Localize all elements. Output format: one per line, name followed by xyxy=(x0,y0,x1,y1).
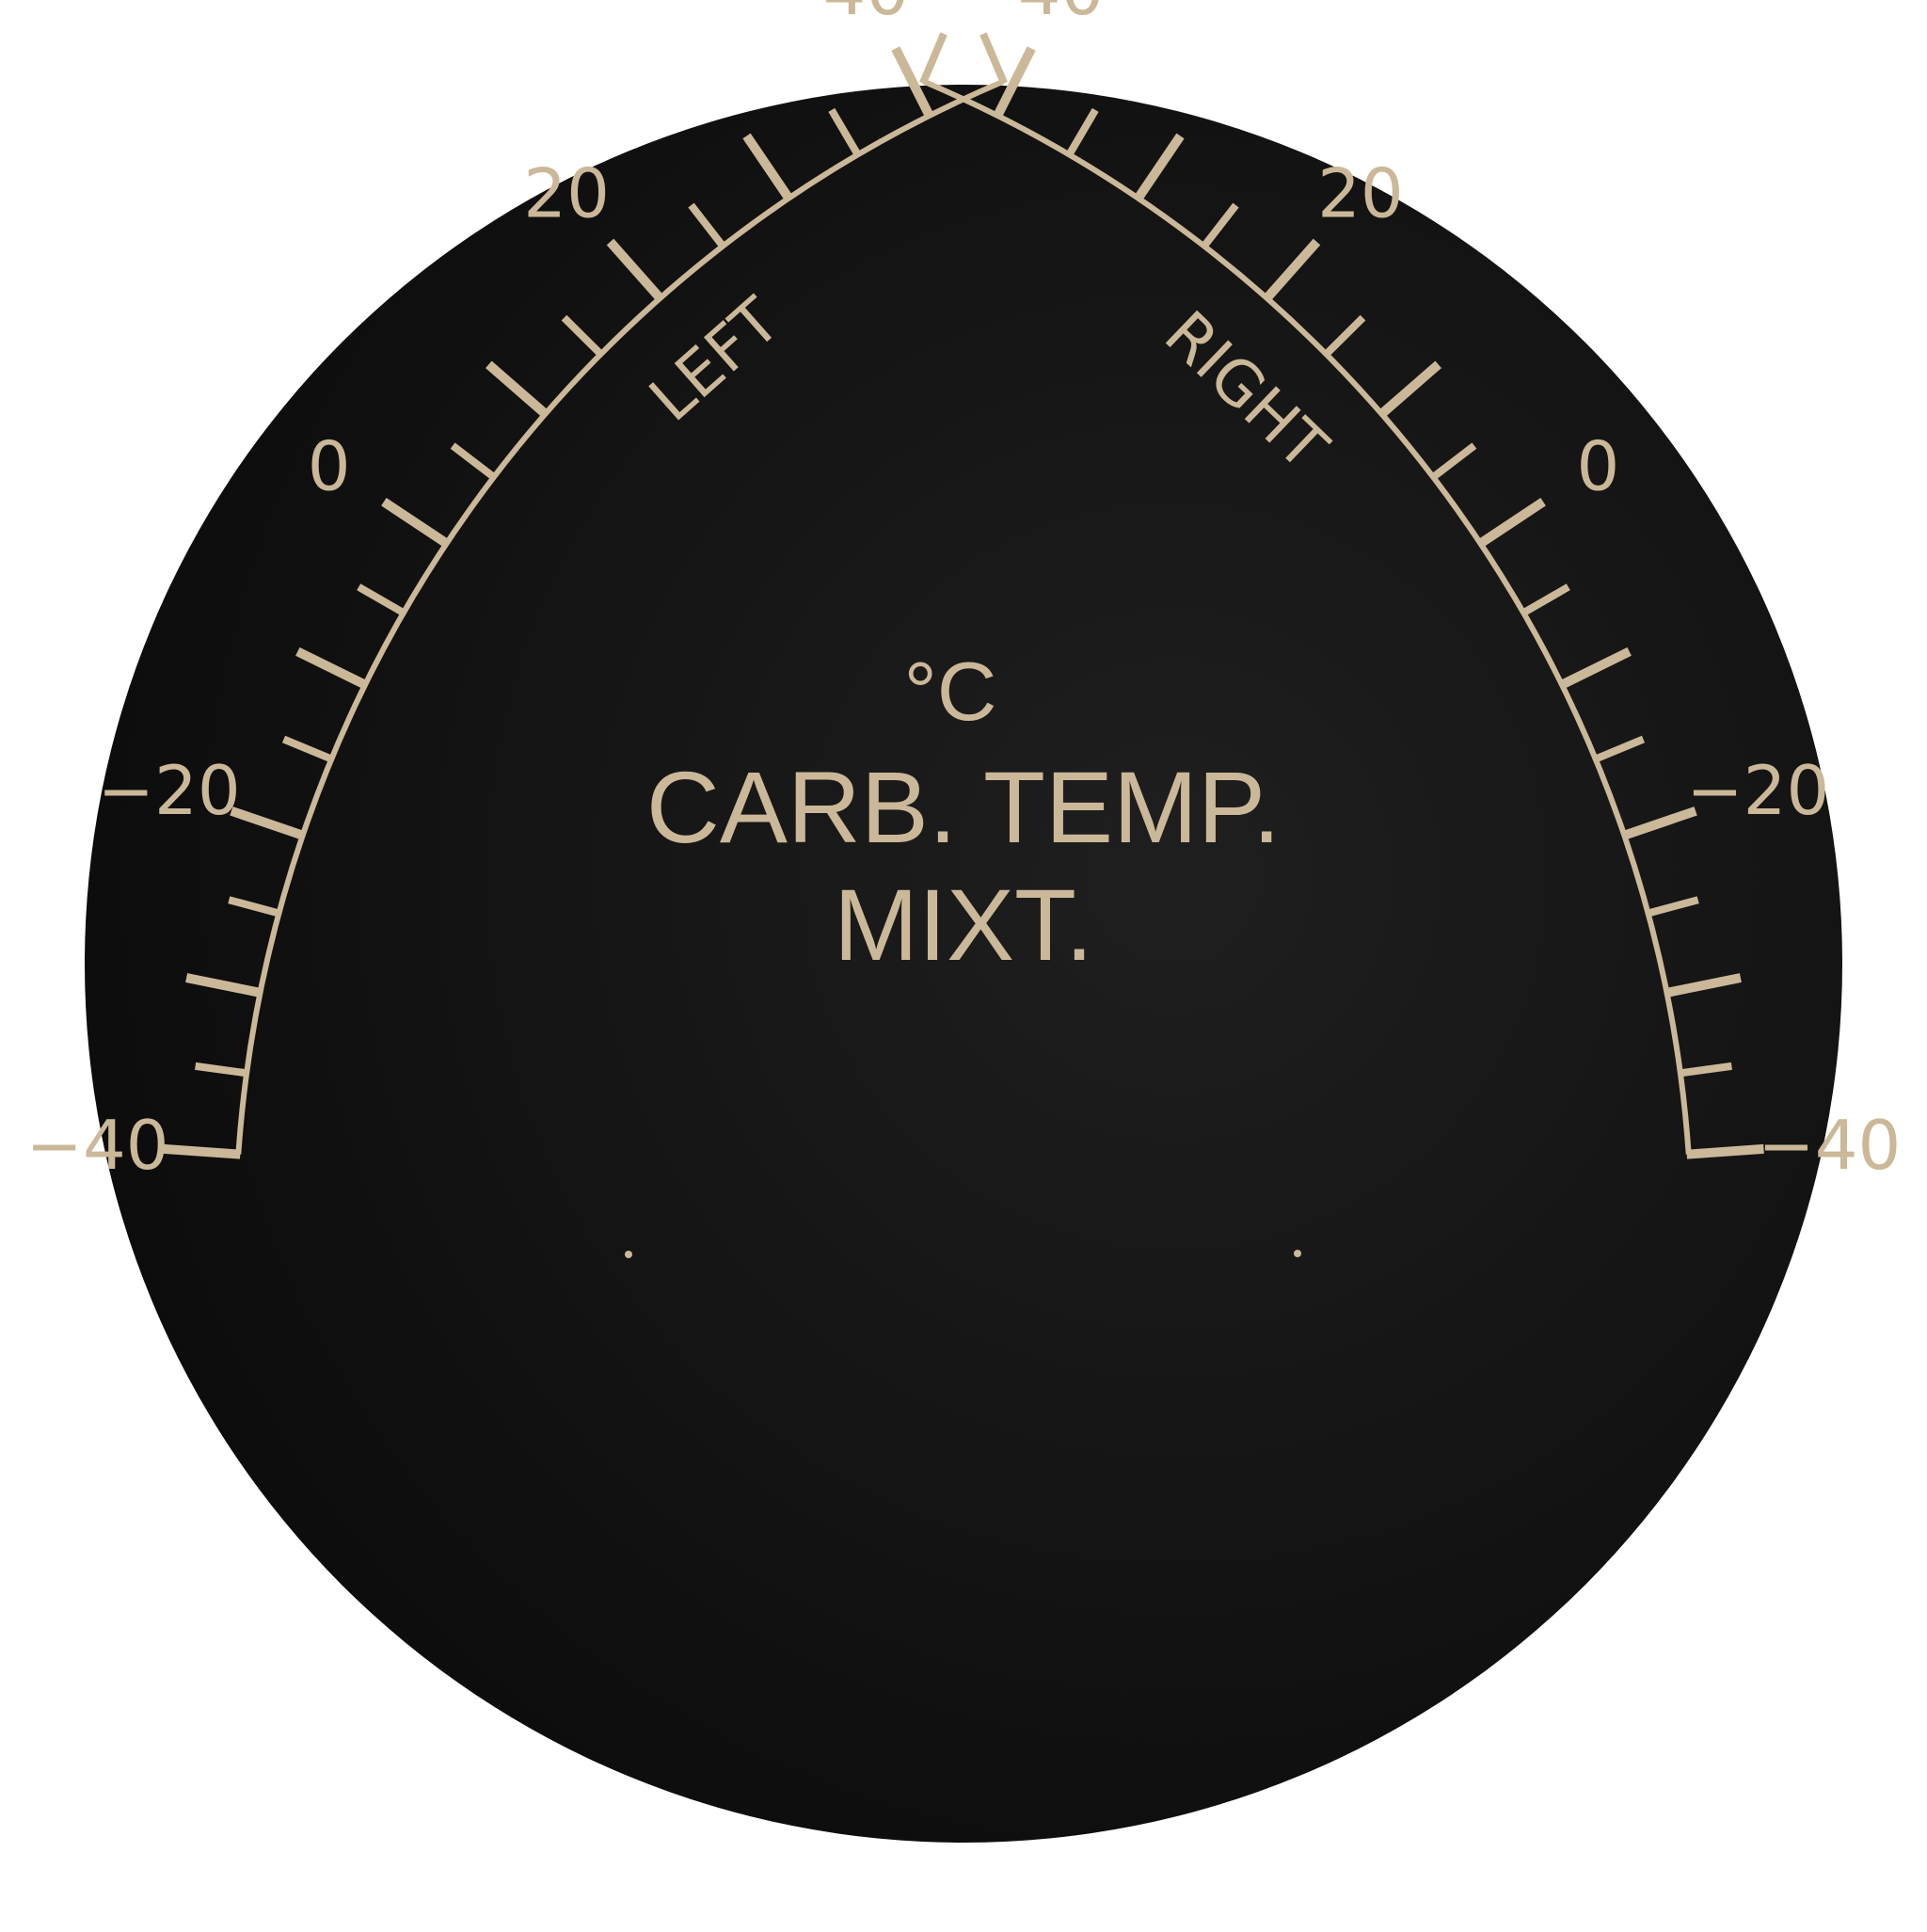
right-tick-5 xyxy=(1429,442,1477,482)
right-tick-15 xyxy=(1322,314,1366,359)
mounting-screw-right xyxy=(1294,1250,1301,1257)
right-scale-arc xyxy=(922,78,1692,1155)
left-tick-20 xyxy=(606,238,665,303)
left-tick-10 xyxy=(486,360,550,419)
left-scale-arc xyxy=(235,78,1005,1155)
dial-face xyxy=(85,85,1842,1843)
left-tick--40 xyxy=(163,1143,241,1159)
mounting-screw-left xyxy=(625,1251,632,1258)
right-scale-label: 40 xyxy=(1018,0,1105,30)
right-scale-label: −20 xyxy=(1686,751,1829,830)
right-scale-label: 20 xyxy=(1317,154,1404,233)
right-tick-40 xyxy=(992,46,1036,120)
left-tick-5 xyxy=(450,442,498,482)
right-tick-25 xyxy=(1200,202,1239,250)
left-tick-40 xyxy=(891,46,935,120)
right-tick--25 xyxy=(1645,896,1699,918)
right-tick--30 xyxy=(1664,973,1742,998)
right-tick-30 xyxy=(1133,133,1185,203)
left-tick--5 xyxy=(357,583,407,617)
left-scale-label: 20 xyxy=(523,154,610,233)
right-tick--40 xyxy=(1686,1143,1764,1159)
right-tick--5 xyxy=(1520,583,1570,617)
left-tick-0 xyxy=(381,498,451,549)
left-tick-35 xyxy=(828,107,863,159)
right-tick-45 xyxy=(919,32,948,85)
right-tick--10 xyxy=(1557,647,1632,690)
left-tick-15 xyxy=(561,314,605,359)
right-scale-label: 0 xyxy=(1576,426,1619,505)
left-scale-label: 40 xyxy=(823,0,910,30)
left-scale-label: −40 xyxy=(26,1106,169,1185)
left-tick--15 xyxy=(281,735,335,763)
left-tick--30 xyxy=(185,973,263,998)
left-tick-30 xyxy=(742,133,794,203)
left-tick--25 xyxy=(228,896,282,918)
right-tick-0 xyxy=(1476,498,1546,549)
left-tick--35 xyxy=(195,1062,249,1078)
right-tick--15 xyxy=(1592,735,1646,763)
left-tick--20 xyxy=(230,806,307,841)
left-tick-45 xyxy=(979,32,1008,85)
left-tick-25 xyxy=(688,202,727,250)
right-tick--20 xyxy=(1620,806,1697,841)
gauge-title-line2: MIXT. xyxy=(834,868,1093,982)
right-tick-20 xyxy=(1262,238,1321,303)
unit-label: °C xyxy=(904,645,997,738)
left-scale-label: 0 xyxy=(308,426,351,505)
gauge-title-line1: CARB. TEMP. xyxy=(646,750,1281,864)
right-tick--35 xyxy=(1678,1062,1732,1078)
right-tick-10 xyxy=(1377,360,1441,419)
left-scale-label: −20 xyxy=(98,751,241,830)
right-tick-35 xyxy=(1064,107,1099,159)
right-scale-label: −40 xyxy=(1758,1106,1901,1185)
left-tick--10 xyxy=(295,647,370,690)
